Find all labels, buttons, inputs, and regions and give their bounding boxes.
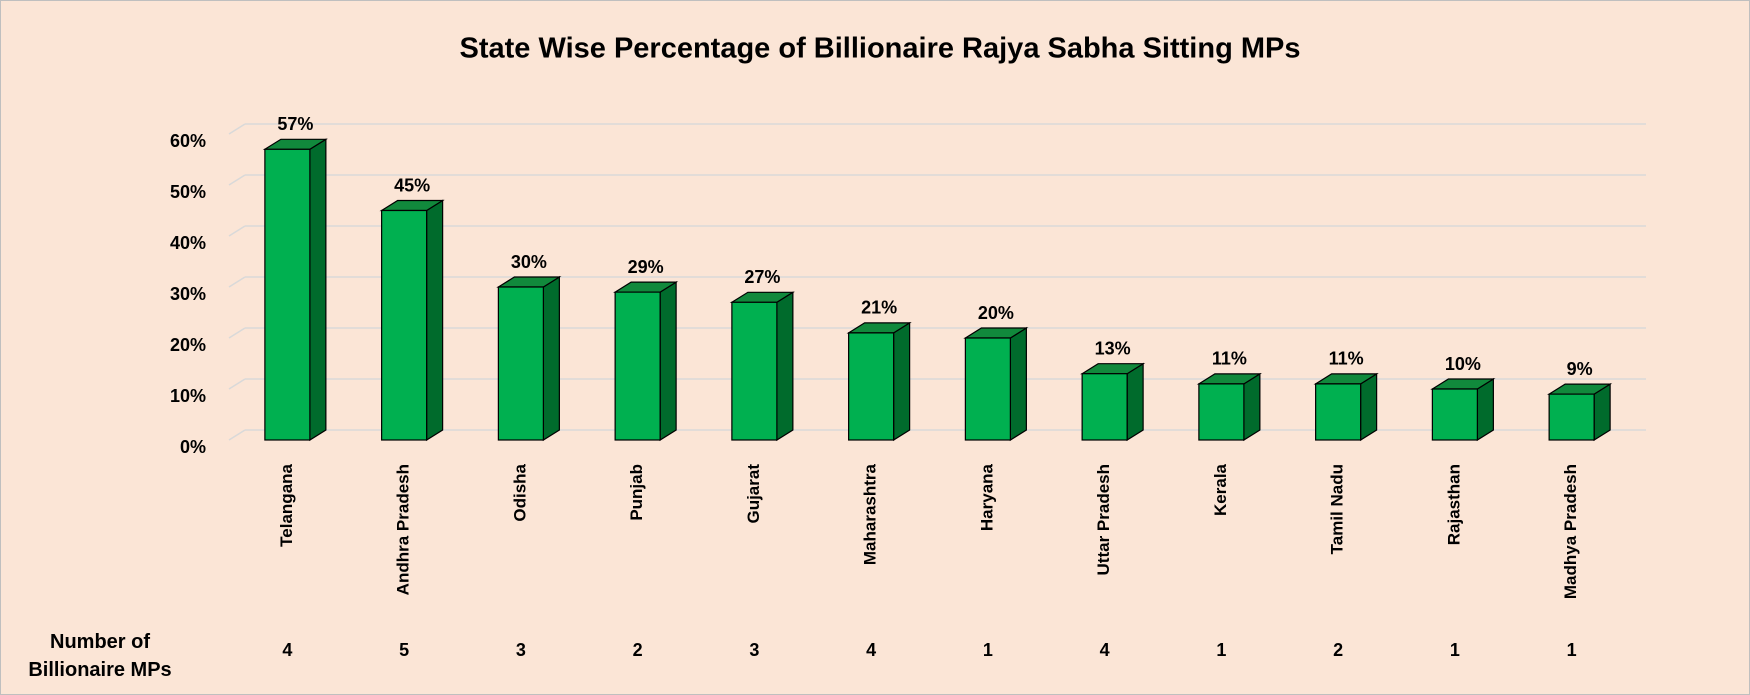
value-label: 29% xyxy=(628,257,664,277)
grid-slant xyxy=(228,327,246,339)
x-tick-label: Haryana xyxy=(977,463,996,531)
value-label: 21% xyxy=(861,298,897,318)
row-value: 3 xyxy=(749,640,759,660)
grid-slant xyxy=(228,174,246,186)
x-tick-label: Uttar Pradesh xyxy=(1094,464,1113,575)
bar-side xyxy=(1243,372,1261,442)
row-value: 1 xyxy=(983,640,993,660)
bar-side xyxy=(542,275,560,442)
row-value: 5 xyxy=(399,640,409,660)
y-tick-label: 60% xyxy=(170,131,206,151)
bar xyxy=(848,332,895,441)
y-tick-label: 20% xyxy=(170,335,206,355)
y-tick-label: 40% xyxy=(170,233,206,253)
x-tick-label: Kerala xyxy=(1211,463,1230,516)
grid-slant xyxy=(228,429,246,441)
y-tick-label: 0% xyxy=(180,437,206,457)
row-value: 4 xyxy=(866,640,876,660)
bar xyxy=(1431,388,1478,441)
value-label: 11% xyxy=(1212,349,1247,369)
bar-side xyxy=(893,321,911,442)
y-tick-label: 30% xyxy=(170,284,206,304)
row-value: 4 xyxy=(1100,640,1110,660)
grid-slant xyxy=(228,276,246,288)
value-label: 10% xyxy=(1445,354,1481,374)
bar-side xyxy=(1360,372,1378,442)
y-tick-label: 50% xyxy=(170,182,206,202)
value-label: 20% xyxy=(978,303,1014,323)
row-value: 1 xyxy=(1216,640,1226,660)
chart-title: State Wise Percentage of Billionaire Raj… xyxy=(460,33,1301,65)
bar xyxy=(1548,393,1595,441)
x-tick-label: Andhra Pradesh xyxy=(394,464,413,595)
row-value: 2 xyxy=(633,640,643,660)
row-value: 1 xyxy=(1567,640,1577,660)
value-label: 30% xyxy=(511,252,547,272)
row-value: 3 xyxy=(516,640,526,660)
bar xyxy=(1198,383,1245,441)
row-label: Number of Billionaire MPs xyxy=(28,631,172,681)
row-value: 1 xyxy=(1450,640,1460,660)
bar xyxy=(497,286,544,441)
bar xyxy=(1315,383,1362,441)
bar xyxy=(964,337,1011,441)
value-label: 9% xyxy=(1567,359,1593,379)
x-tick-label: Maharashtra xyxy=(861,463,880,565)
value-label: 11% xyxy=(1329,349,1364,369)
x-tick-label: Gujarat xyxy=(744,464,763,524)
bar xyxy=(731,301,778,441)
bar xyxy=(614,291,661,441)
x-tick-label: Telangana xyxy=(277,463,296,546)
bar-side xyxy=(426,199,444,442)
row-value: 4 xyxy=(282,640,292,660)
bar-side xyxy=(1009,326,1027,442)
grid-slant xyxy=(228,378,246,390)
bar-side xyxy=(776,291,794,442)
x-tick-label: Tamil Nadu xyxy=(1328,464,1347,554)
x-tick-label: Odisha xyxy=(510,463,529,521)
value-label: 45% xyxy=(394,175,430,195)
value-label: 13% xyxy=(1095,338,1131,358)
y-tick-label: 10% xyxy=(170,386,206,406)
bar xyxy=(264,148,311,441)
x-tick-label: Madhya Pradesh xyxy=(1561,464,1580,599)
bar-side xyxy=(309,138,327,442)
row-value: 2 xyxy=(1333,640,1343,660)
bar-side xyxy=(659,281,677,442)
bar xyxy=(381,209,428,441)
grid-slant xyxy=(228,225,246,237)
value-label: 27% xyxy=(744,267,780,287)
x-tick-label: Rajasthan xyxy=(1444,464,1463,545)
x-tick-label: Punjab xyxy=(627,464,646,521)
bar-side xyxy=(1126,362,1144,442)
bar xyxy=(1081,373,1128,441)
grid-slant xyxy=(228,123,246,135)
value-label: 57% xyxy=(277,114,313,134)
